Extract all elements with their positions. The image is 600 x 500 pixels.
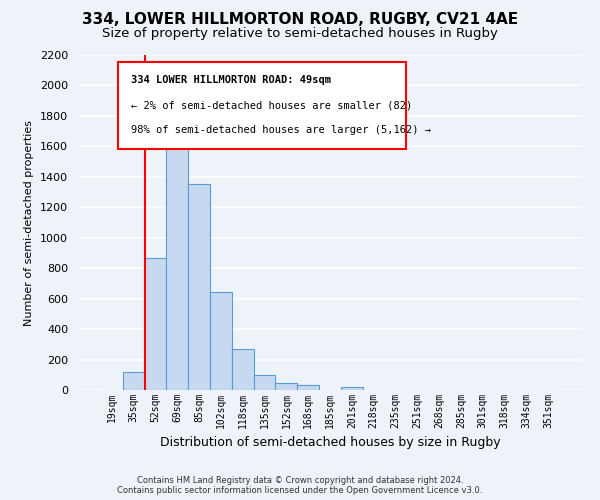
Bar (118, 62, 406, 149)
Text: 98% of semi-detached houses are larger (5,162) →: 98% of semi-detached houses are larger (… (131, 126, 431, 136)
Bar (188, 184, 210, 390)
Y-axis label: Number of semi-detached properties: Number of semi-detached properties (25, 120, 34, 326)
Bar (254, 375, 275, 390)
Bar (123, 372, 145, 390)
Text: 334, LOWER HILLMORTON ROAD, RUGBY, CV21 4AE: 334, LOWER HILLMORTON ROAD, RUGBY, CV21 … (82, 12, 518, 28)
Bar (297, 385, 319, 390)
Bar (210, 292, 232, 390)
Text: 334 LOWER HILLMORTON ROAD: 49sqm: 334 LOWER HILLMORTON ROAD: 49sqm (131, 75, 331, 85)
Bar (145, 258, 166, 390)
Text: Contains HM Land Registry data © Crown copyright and database right 2024.
Contai: Contains HM Land Registry data © Crown c… (118, 476, 482, 495)
X-axis label: Distribution of semi-detached houses by size in Rugby: Distribution of semi-detached houses by … (160, 436, 500, 450)
Text: ← 2% of semi-detached houses are smaller (82): ← 2% of semi-detached houses are smaller… (131, 100, 412, 110)
Bar (166, 122, 188, 390)
Text: Size of property relative to semi-detached houses in Rugby: Size of property relative to semi-detach… (102, 28, 498, 40)
Bar (232, 349, 254, 390)
Bar (341, 387, 363, 390)
Bar (275, 383, 297, 390)
